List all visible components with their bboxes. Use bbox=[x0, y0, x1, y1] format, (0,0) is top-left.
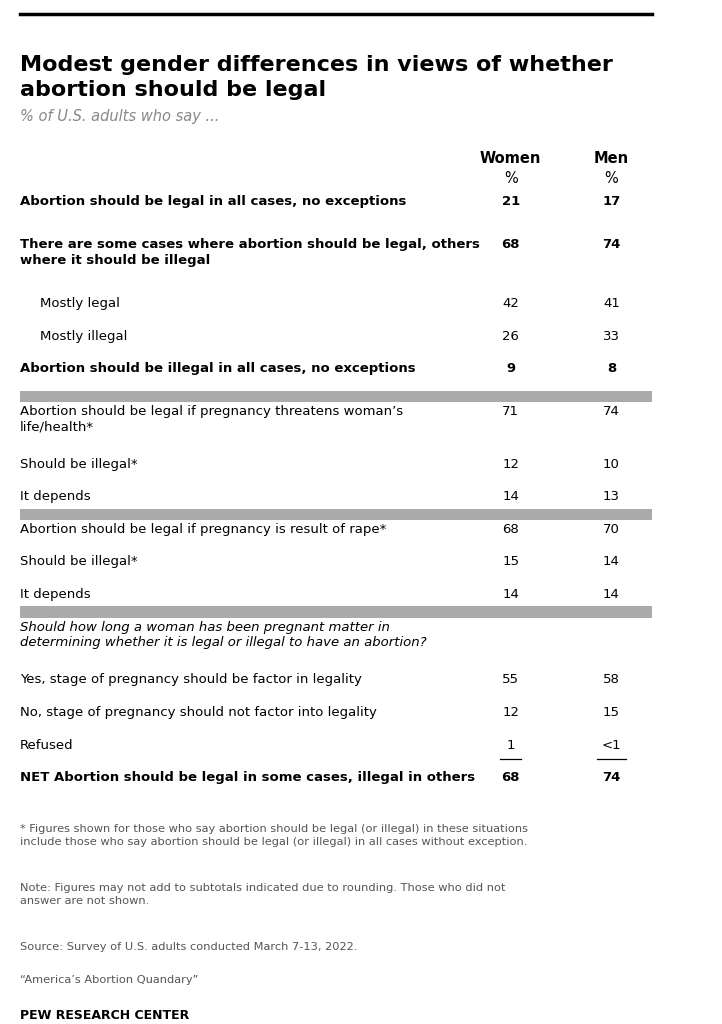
Text: NET Abortion should be legal in some cases, illegal in others: NET Abortion should be legal in some cas… bbox=[20, 771, 475, 784]
Text: Should be illegal*: Should be illegal* bbox=[20, 555, 138, 568]
Text: Mostly legal: Mostly legal bbox=[40, 297, 120, 310]
Text: Abortion should be legal if pregnancy is result of rape*: Abortion should be legal if pregnancy is… bbox=[20, 523, 386, 536]
Bar bbox=[20, 509, 652, 520]
Text: 41: 41 bbox=[603, 297, 620, 310]
Text: There are some cases where abortion should be legal, others
where it should be i: There are some cases where abortion shou… bbox=[20, 238, 480, 266]
Text: 17: 17 bbox=[602, 196, 620, 208]
Text: <1: <1 bbox=[601, 738, 621, 752]
Text: Mostly illegal: Mostly illegal bbox=[40, 330, 128, 343]
Text: 42: 42 bbox=[503, 297, 519, 310]
Text: 74: 74 bbox=[603, 404, 620, 418]
Text: 74: 74 bbox=[602, 238, 621, 251]
Text: * Figures shown for those who say abortion should be legal (or illegal) in these: * Figures shown for those who say aborti… bbox=[20, 824, 529, 847]
Text: It depends: It depends bbox=[20, 490, 91, 504]
Text: 12: 12 bbox=[502, 458, 519, 471]
Text: Modest gender differences in views of whether
abortion should be legal: Modest gender differences in views of wh… bbox=[20, 55, 613, 99]
Text: 14: 14 bbox=[603, 555, 620, 568]
Text: Women: Women bbox=[480, 151, 542, 166]
Text: 15: 15 bbox=[603, 706, 620, 719]
Text: Source: Survey of U.S. adults conducted March 7-13, 2022.: Source: Survey of U.S. adults conducted … bbox=[20, 942, 357, 952]
Text: 58: 58 bbox=[603, 674, 620, 686]
Text: 33: 33 bbox=[603, 330, 620, 343]
Text: 68: 68 bbox=[501, 771, 520, 784]
Text: 14: 14 bbox=[603, 588, 620, 601]
Text: 55: 55 bbox=[502, 674, 519, 686]
Text: 21: 21 bbox=[502, 196, 520, 208]
Text: 14: 14 bbox=[503, 588, 519, 601]
Text: 70: 70 bbox=[603, 523, 620, 536]
Text: No, stage of pregnancy should not factor into legality: No, stage of pregnancy should not factor… bbox=[20, 706, 377, 719]
Text: % of U.S. adults who say ...: % of U.S. adults who say ... bbox=[20, 109, 219, 124]
Text: 12: 12 bbox=[502, 706, 519, 719]
Text: 1: 1 bbox=[506, 738, 515, 752]
Text: 14: 14 bbox=[503, 490, 519, 504]
Text: Should how long a woman has been pregnant matter in
determining whether it is le: Should how long a woman has been pregnan… bbox=[20, 621, 427, 649]
Text: Abortion should be legal in all cases, no exceptions: Abortion should be legal in all cases, n… bbox=[20, 196, 406, 208]
Text: It depends: It depends bbox=[20, 588, 91, 601]
Text: PEW RESEARCH CENTER: PEW RESEARCH CENTER bbox=[20, 1010, 189, 1022]
Bar bbox=[20, 606, 652, 617]
Text: 13: 13 bbox=[603, 490, 620, 504]
Text: 68: 68 bbox=[501, 238, 520, 251]
Text: %: % bbox=[504, 171, 518, 186]
Text: 26: 26 bbox=[503, 330, 519, 343]
Text: %: % bbox=[604, 171, 618, 186]
Text: 68: 68 bbox=[503, 523, 519, 536]
Text: Note: Figures may not add to subtotals indicated due to rounding. Those who did : Note: Figures may not add to subtotals i… bbox=[20, 883, 505, 906]
Text: Yes, stage of pregnancy should be factor in legality: Yes, stage of pregnancy should be factor… bbox=[20, 674, 362, 686]
Bar bbox=[20, 390, 652, 401]
Text: “America’s Abortion Quandary”: “America’s Abortion Quandary” bbox=[20, 975, 199, 985]
Text: Men: Men bbox=[594, 151, 629, 166]
Text: 71: 71 bbox=[502, 404, 519, 418]
Text: Abortion should be illegal in all cases, no exceptions: Abortion should be illegal in all cases,… bbox=[20, 362, 416, 375]
Text: 9: 9 bbox=[506, 362, 516, 375]
Text: Abortion should be legal if pregnancy threatens woman’s
life/health*: Abortion should be legal if pregnancy th… bbox=[20, 404, 404, 433]
Text: 74: 74 bbox=[602, 771, 621, 784]
Text: Refused: Refused bbox=[20, 738, 74, 752]
Text: Should be illegal*: Should be illegal* bbox=[20, 458, 138, 471]
Text: 8: 8 bbox=[606, 362, 616, 375]
Text: 10: 10 bbox=[603, 458, 620, 471]
Text: 15: 15 bbox=[502, 555, 519, 568]
